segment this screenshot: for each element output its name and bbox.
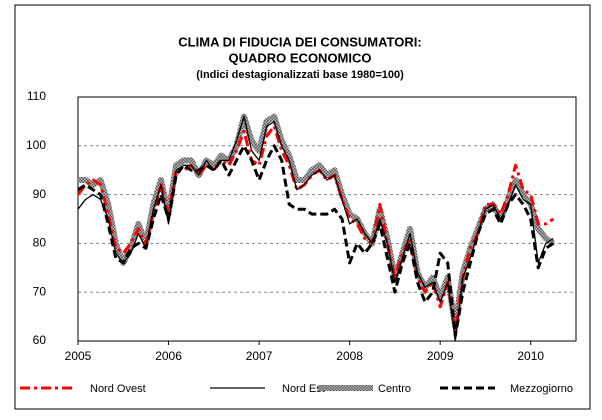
- x-tick-label: 2006: [155, 349, 182, 363]
- y-tick-label: 70: [33, 284, 47, 298]
- series-line: [77, 115, 554, 342]
- y-tick-label: 80: [33, 236, 47, 250]
- y-tick-label: 100: [26, 138, 46, 152]
- legend-label: Centro: [378, 383, 411, 395]
- y-tick-label: 60: [33, 333, 47, 347]
- y-tick-label: 90: [33, 187, 47, 201]
- plot-area: [77, 96, 577, 342]
- chart-title: QUADRO ECONOMICO: [229, 50, 372, 65]
- legend-label: Mezzogiorno: [510, 383, 573, 395]
- legend-label: Nord Est: [282, 383, 325, 395]
- chart-title: CLIMA DI FIDUCIA DEI CONSUMATORI:: [178, 34, 421, 49]
- legend-label: Nord Ovest: [90, 383, 146, 395]
- x-tick-label: 2009: [427, 349, 454, 363]
- series-line: [77, 144, 555, 338]
- chart-subtitle: (Indici destagionalizzati base 1980=100): [196, 69, 404, 81]
- x-tick-label: 2008: [336, 349, 363, 363]
- x-tick-label: 2007: [246, 349, 273, 363]
- x-tick-label: 2010: [517, 349, 544, 363]
- y-tick-label: 110: [27, 89, 46, 103]
- x-tick-label: 2005: [65, 349, 92, 363]
